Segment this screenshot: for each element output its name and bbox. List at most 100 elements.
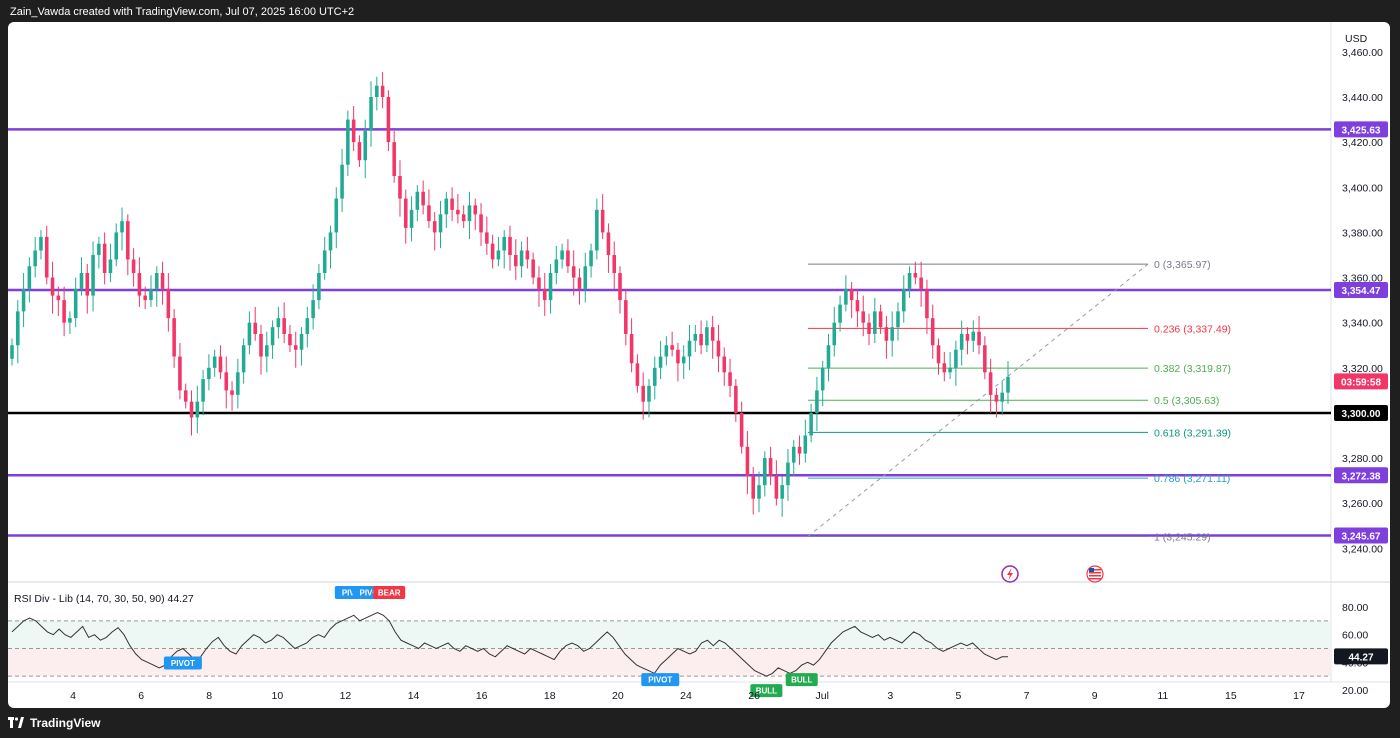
candle-body[interactable]: [224, 372, 229, 391]
candle-body[interactable]: [178, 356, 182, 391]
candle-body[interactable]: [873, 311, 877, 334]
candle-body[interactable]: [930, 318, 935, 346]
candle-body[interactable]: [786, 462, 790, 486]
candle-body[interactable]: [797, 446, 802, 454]
candle-body[interactable]: [965, 333, 970, 341]
candle-body[interactable]: [114, 232, 119, 260]
candle-body[interactable]: [427, 205, 431, 222]
candle-body[interactable]: [120, 221, 124, 233]
candle-body[interactable]: [288, 333, 292, 346]
candle-body[interactable]: [600, 209, 605, 233]
candle-body[interactable]: [293, 345, 298, 350]
candle-body[interactable]: [774, 476, 779, 499]
candle-body[interactable]: [456, 209, 460, 215]
candle-body[interactable]: [647, 385, 651, 402]
candle-body[interactable]: [265, 345, 269, 357]
candle-body[interactable]: [322, 250, 327, 274]
candle-body[interactable]: [554, 259, 559, 274]
candle-body[interactable]: [131, 259, 136, 274]
rsi-marker-pivot[interactable]: PIVOT: [641, 673, 680, 687]
candle-body[interactable]: [739, 412, 744, 447]
rsi-marker-badge[interactable]: [373, 586, 406, 599]
candle-body[interactable]: [612, 254, 617, 274]
candle-body[interactable]: [629, 333, 634, 364]
candle-body[interactable]: [919, 277, 923, 289]
candle-body[interactable]: [681, 356, 686, 364]
candle-body[interactable]: [490, 243, 495, 260]
candle-body[interactable]: [154, 273, 159, 289]
candle-body[interactable]: [988, 372, 993, 395]
candle-body[interactable]: [143, 295, 147, 301]
candle-body[interactable]: [16, 311, 20, 346]
candle-body[interactable]: [195, 401, 200, 418]
candle-body[interactable]: [207, 367, 211, 380]
candle-body[interactable]: [548, 273, 553, 301]
rsi-value-tag[interactable]: 44.27: [1334, 648, 1388, 665]
candle-body[interactable]: [624, 300, 628, 334]
candle-body[interactable]: [525, 250, 530, 260]
rsi-marker-bull[interactable]: BULL: [750, 684, 783, 698]
candle-body[interactable]: [50, 277, 55, 296]
candle-body[interactable]: [751, 476, 755, 499]
price-chart[interactable]: 0 (3,365.97) 0.236 (3,337.49) 0.382 (3,319…: [8, 22, 1390, 708]
rsi-marker-badge[interactable]: [641, 673, 680, 687]
candle-body[interactable]: [1000, 392, 1004, 402]
candle-body[interactable]: [10, 345, 14, 359]
level-price-tag-1[interactable]: 3,354.47: [1334, 282, 1388, 299]
candle-body[interactable]: [867, 322, 871, 334]
candle-body[interactable]: [658, 356, 663, 368]
candle-body[interactable]: [838, 304, 842, 323]
candle-body[interactable]: [722, 356, 727, 373]
rsi-marker-badge[interactable]: [750, 684, 783, 698]
rsi-line[interactable]: [11, 611, 1008, 677]
candle-body[interactable]: [670, 345, 674, 350]
candle-body[interactable]: [971, 331, 976, 341]
candle-body[interactable]: [485, 232, 489, 244]
candle-body[interactable]: [844, 288, 848, 305]
level-price-tag-2[interactable]: 3,300.00: [1334, 404, 1388, 421]
candle-body[interactable]: [728, 372, 732, 386]
candle-body[interactable]: [699, 333, 703, 346]
candle-body[interactable]: [398, 175, 402, 199]
candle-body[interactable]: [253, 322, 257, 334]
candle-body[interactable]: [959, 333, 964, 350]
candle-body[interactable]: [432, 221, 437, 233]
candle-body[interactable]: [531, 259, 535, 278]
candle-body[interactable]: [282, 318, 286, 334]
candle-body[interactable]: [925, 288, 929, 319]
candle-body[interactable]: [351, 119, 356, 143]
candle-body[interactable]: [757, 485, 761, 499]
candle-body[interactable]: [212, 356, 217, 368]
candle-body[interactable]: [403, 198, 408, 228]
candle-body[interactable]: [803, 435, 808, 454]
rsi-marker-badge[interactable]: [163, 656, 202, 670]
candle-body[interactable]: [479, 214, 483, 233]
candle-body[interactable]: [438, 214, 443, 233]
candle-body[interactable]: [97, 243, 101, 255]
level-price-tag-0[interactable]: 3,425.63: [1334, 121, 1388, 138]
candle-body[interactable]: [62, 300, 66, 323]
candle-body[interactable]: [160, 273, 165, 289]
candle-body[interactable]: [514, 254, 518, 267]
candle-body[interactable]: [44, 236, 49, 278]
candle-body[interactable]: [687, 340, 692, 357]
candle-body[interactable]: [305, 318, 310, 334]
candle-body[interactable]: [102, 243, 107, 274]
candle-body[interactable]: [108, 259, 113, 274]
candle-body[interactable]: [606, 232, 611, 255]
candle-body[interactable]: [705, 327, 709, 346]
candle-body[interactable]: [763, 458, 767, 486]
candle-body[interactable]: [317, 273, 321, 301]
candle-body[interactable]: [149, 288, 153, 301]
candle-body[interactable]: [734, 385, 738, 413]
candle-body[interactable]: [1006, 376, 1010, 393]
candle-body[interactable]: [328, 232, 333, 251]
candle-body[interactable]: [983, 345, 987, 373]
candle-body[interactable]: [276, 318, 281, 328]
candle-body[interactable]: [334, 198, 339, 233]
candle-body[interactable]: [392, 142, 396, 176]
rsi-marker-bull[interactable]: BULL: [785, 673, 818, 687]
candle-body[interactable]: [33, 250, 37, 267]
candle-body[interactable]: [942, 363, 947, 373]
candle-body[interactable]: [901, 288, 906, 312]
